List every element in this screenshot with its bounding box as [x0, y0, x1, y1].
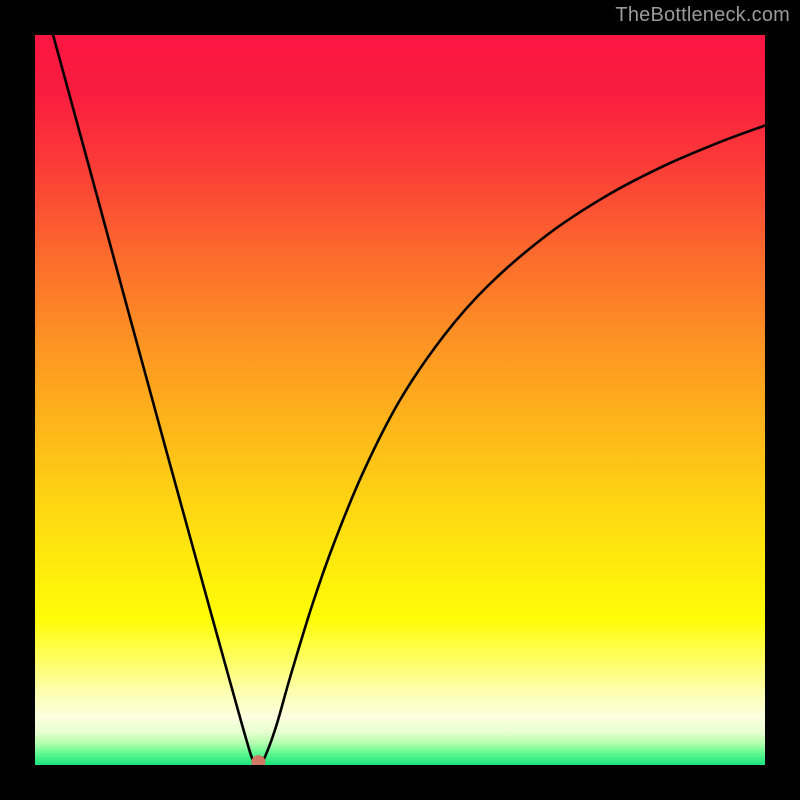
chart-stage: TheBottleneck.com [0, 0, 800, 800]
bottleneck-chart [0, 0, 800, 800]
